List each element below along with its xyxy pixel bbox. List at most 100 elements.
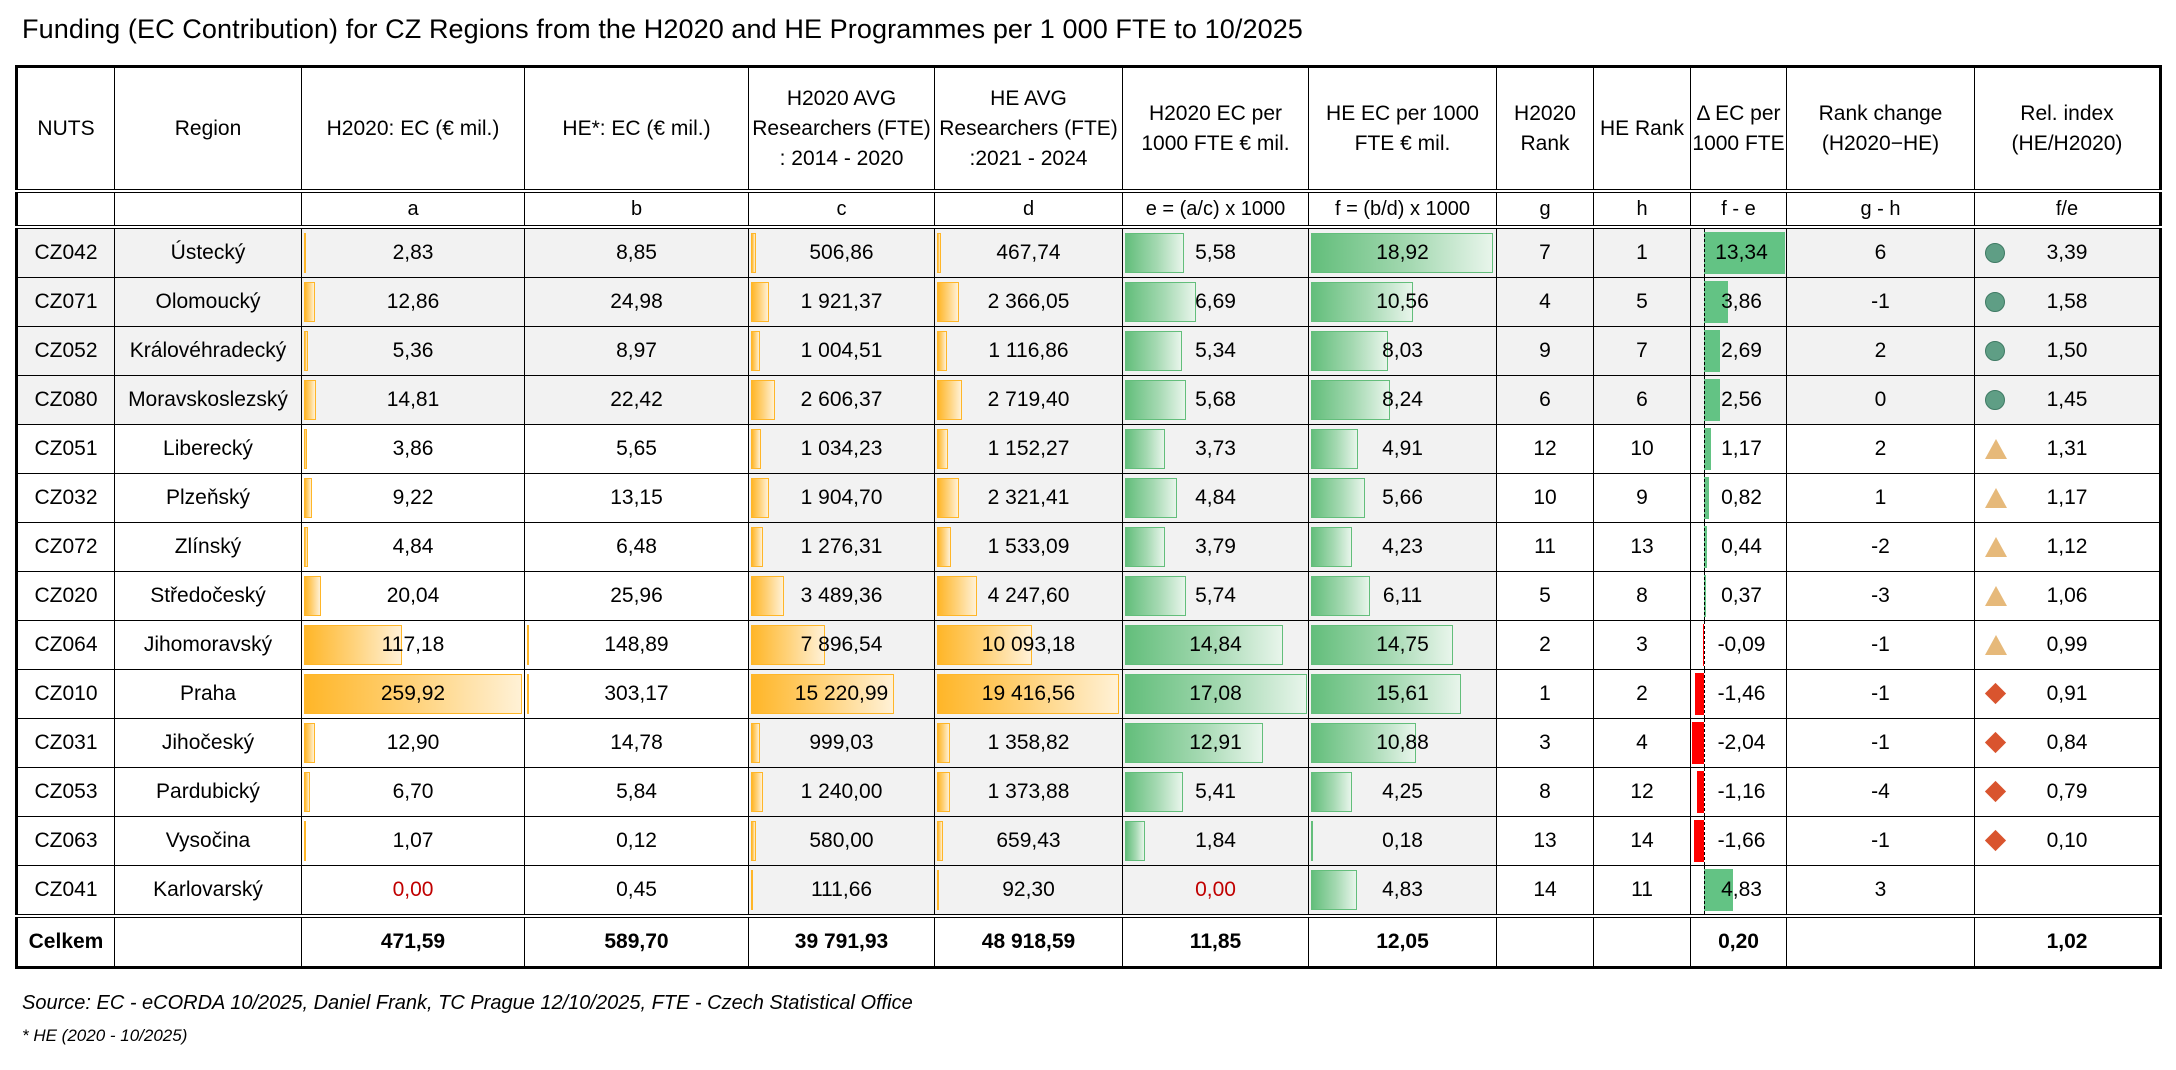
cell-g: 9	[1496, 326, 1594, 376]
cell-g: 5	[1496, 571, 1594, 621]
cell-rel: 0,91	[1974, 669, 2161, 719]
cell-value: CZ032	[34, 486, 98, 509]
cell-a: 2,83	[301, 226, 525, 278]
cell-delta: -1,66	[1690, 816, 1787, 866]
cell-g: 12	[1496, 424, 1594, 474]
data-bar	[1125, 723, 1263, 763]
cell-nuts: CZ071	[16, 277, 115, 327]
cell-value: 3,73	[1195, 437, 1236, 460]
data-bar	[1311, 478, 1366, 518]
triangle-icon	[1985, 537, 2007, 557]
cell-a: 4,84	[301, 522, 525, 572]
data-bar	[1311, 282, 1413, 322]
cell-value: 0,10	[2046, 829, 2088, 852]
cell-delta: 4,83	[1690, 865, 1787, 917]
cell-a: 117,18	[301, 620, 525, 670]
cell-value: 5,68	[1195, 388, 1236, 411]
cell-value: 1,17	[2046, 486, 2088, 509]
formula-region	[114, 190, 302, 229]
cell-value: -2	[1871, 535, 1890, 558]
cell-delta: 2,56	[1690, 375, 1787, 425]
cell-nuts: CZ020	[16, 571, 115, 621]
data-bar	[304, 429, 308, 469]
cell-value: 5,41	[1195, 780, 1236, 803]
cell-value: 1 358,82	[987, 731, 1070, 754]
data-bar	[304, 331, 309, 371]
cell-h: 5	[1593, 277, 1691, 327]
page-title: Funding (EC Contribution) for CZ Regions…	[22, 14, 1303, 44]
cell-value: 15,61	[1376, 682, 1429, 705]
delta-axis	[1704, 866, 1705, 914]
data-bar	[1125, 478, 1177, 518]
cell-value: 6,48	[616, 535, 657, 558]
cell-value: 13	[1630, 535, 1654, 558]
cell-d: 4 247,60	[934, 571, 1123, 621]
cell-region: Olomoucký	[114, 277, 302, 327]
header-region: Region	[114, 66, 302, 193]
table-body: CZ042 Ústecký 2,83 8,85 506,86 467,74 5,58 18,9…	[16, 226, 2161, 917]
cell-value: 1,45	[2046, 388, 2088, 411]
data-bar	[751, 282, 769, 322]
delta-bar-positive	[1704, 232, 1786, 274]
data-bar	[937, 380, 963, 420]
data-bar	[937, 674, 1119, 714]
cell-rel: 0,10	[1974, 816, 2161, 866]
cell-b: 25,96	[524, 571, 749, 621]
cell-value: -2,04	[1717, 731, 1766, 754]
cell-value: Středočeský	[150, 584, 266, 607]
delta-axis	[1704, 719, 1705, 767]
delta-axis	[1704, 572, 1705, 620]
cell-h: 14	[1593, 816, 1691, 866]
cell-g: 7	[1496, 226, 1594, 278]
circle-icon	[1985, 390, 2005, 410]
cell-value: 3	[1539, 731, 1551, 754]
cell-g: 13	[1496, 816, 1594, 866]
cell-value: 19 416,56	[981, 682, 1076, 705]
cell-value: 1,84	[1195, 829, 1236, 852]
table-row: CZ010 Praha 259,92 303,17 15 220,99 19 416,56…	[16, 669, 2161, 719]
cell-value: 3	[1636, 633, 1648, 656]
cell-value: 580,00	[809, 829, 874, 852]
cell-value: 1,50	[2046, 339, 2088, 362]
delta-bar-positive	[1704, 281, 1728, 323]
circle-icon	[1985, 292, 2005, 312]
cell-g: 6	[1496, 375, 1594, 425]
cell-nuts: CZ063	[16, 816, 115, 866]
cell-value: Zlínský	[174, 535, 242, 558]
cell-a: 1,07	[301, 816, 525, 866]
cell-value: -1,46	[1717, 682, 1766, 705]
cell-c: 2 606,37	[748, 375, 935, 425]
cell-a: 5,36	[301, 326, 525, 376]
data-bar	[937, 821, 944, 861]
cell-nuts: CZ042	[16, 226, 115, 278]
cell-c: 1 240,00	[748, 767, 935, 817]
cell-nuts: CZ072	[16, 522, 115, 572]
cell-g: 11	[1496, 522, 1594, 572]
data-bar	[304, 772, 310, 812]
cell-e: 5,58	[1122, 226, 1309, 278]
total-region	[114, 914, 302, 968]
cell-d: 92,30	[934, 865, 1123, 917]
cell-rel: 1,50	[1974, 326, 2161, 376]
cell-g: 1	[1496, 669, 1594, 719]
cell-c: 580,00	[748, 816, 935, 866]
data-bar	[1125, 429, 1165, 469]
cell-nuts: CZ053	[16, 767, 115, 817]
cell-value: 13,15	[610, 486, 663, 509]
data-bar	[1125, 821, 1145, 861]
cell-value: 4,91	[1382, 437, 1423, 460]
cell-value: CZ052	[34, 339, 98, 362]
cell-value: 1 921,37	[800, 290, 883, 313]
cell-value: 259,92	[380, 682, 446, 705]
total-row: Celkem 471,59 589,70 39 791,93 48 918,59…	[16, 914, 2161, 968]
header-delta-ec: Δ EC per 1000 FTE	[1690, 66, 1787, 193]
delta-axis	[1704, 327, 1705, 375]
cell-value: 2 719,40	[987, 388, 1070, 411]
delta-bar-positive	[1704, 575, 1707, 617]
cell-delta: -1,16	[1690, 767, 1787, 817]
cell-value: 17,08	[1189, 682, 1242, 705]
cell-b: 24,98	[524, 277, 749, 327]
cell-value: 0,79	[2046, 780, 2088, 803]
cell-value: 1	[1636, 241, 1648, 264]
table-row: CZ041 Karlovarský 0,00 0,45 111,66 92,30 0,00 4…	[16, 865, 2161, 917]
